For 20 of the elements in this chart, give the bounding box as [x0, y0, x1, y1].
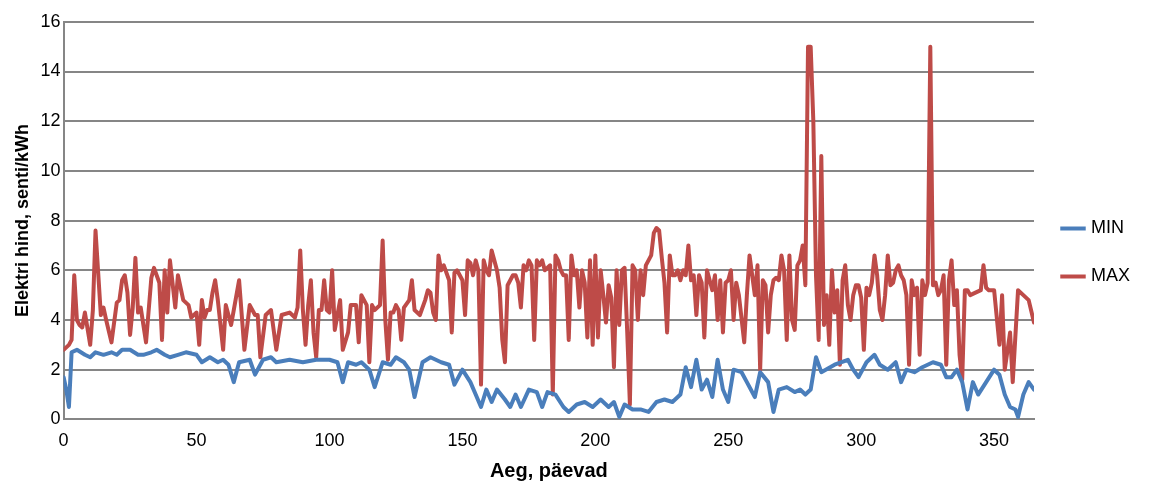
y-tick-label: 4	[50, 308, 61, 329]
y-tick-label: 0	[50, 408, 61, 429]
x-tick-label: 200	[580, 430, 611, 451]
y-tick-label: 8	[50, 209, 61, 230]
y-tick-label: 12	[40, 110, 61, 131]
legend-label: MAX	[1090, 265, 1131, 286]
y-tick-label: 16	[40, 10, 61, 31]
x-tick-label: 350	[979, 430, 1010, 451]
y-axis-title: Elektri hind, senti/kWh	[11, 124, 32, 318]
y-tick-label: 14	[40, 60, 61, 81]
x-tick-label: 100	[314, 430, 345, 451]
x-tick-label: 50	[186, 430, 207, 451]
x-axis-title: Aeg, päevad	[489, 458, 608, 481]
y-tick-label: 10	[40, 159, 61, 180]
x-tick-label: 150	[447, 430, 478, 451]
x-tick-label: 300	[846, 430, 877, 451]
x-tick-label: 250	[713, 430, 744, 451]
y-tick-label: 6	[50, 259, 61, 280]
legend-label: MIN	[1090, 217, 1124, 238]
y-tick-label: 2	[50, 358, 61, 379]
